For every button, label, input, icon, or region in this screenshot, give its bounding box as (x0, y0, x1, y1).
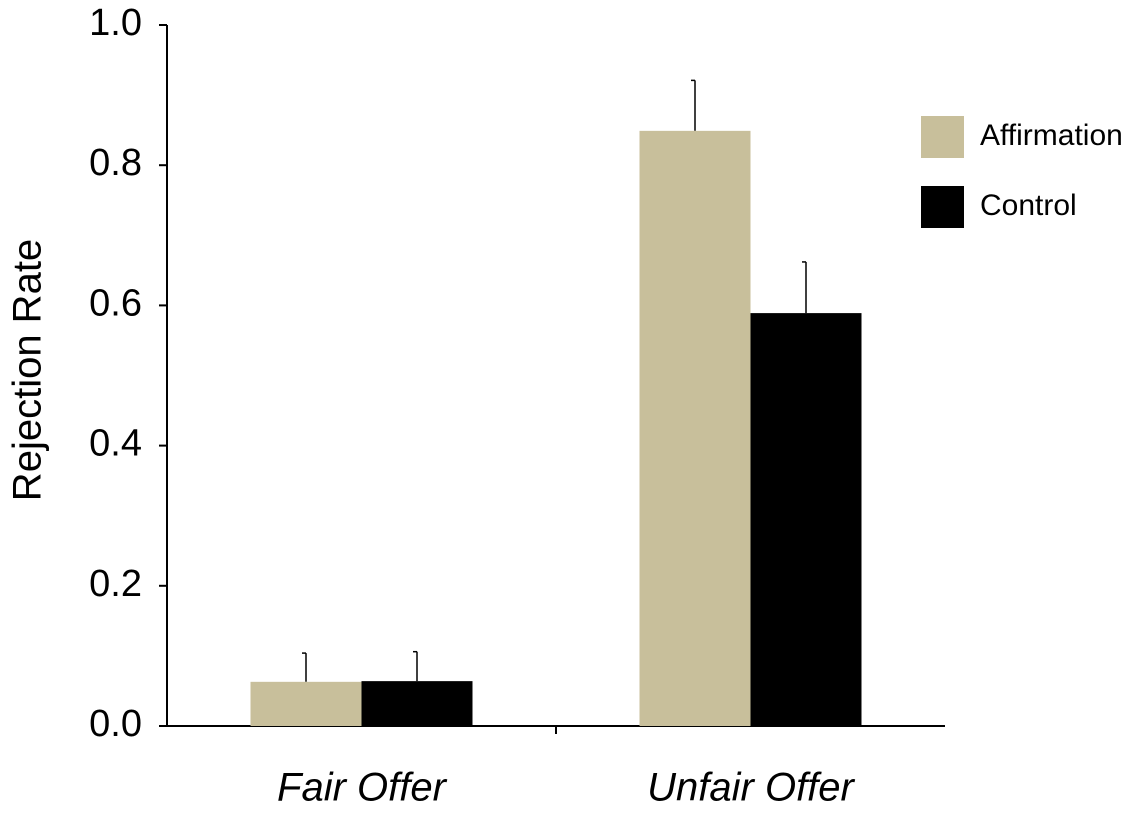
y-tick-label: 0.4 (89, 423, 142, 465)
legend-label: Control (980, 189, 1077, 222)
bar (639, 130, 751, 726)
bar (750, 313, 862, 726)
legend-swatch (921, 116, 964, 158)
y-tick-label: 0.2 (89, 563, 142, 605)
y-tick-label: 0.6 (89, 282, 142, 324)
x-tick-label: Fair Offer (277, 766, 448, 810)
y-tick-label: 0.8 (89, 142, 142, 184)
legend-label: Affirmation (980, 119, 1123, 152)
x-tick-label: Unfair Offer (647, 766, 855, 810)
y-tick-label: 0.0 (89, 703, 142, 745)
bar (361, 681, 473, 726)
y-axis-label: Rejection Rate (6, 239, 50, 501)
y-tick-label: 1.0 (89, 2, 142, 44)
bar (250, 681, 362, 726)
legend-swatch (921, 186, 964, 228)
